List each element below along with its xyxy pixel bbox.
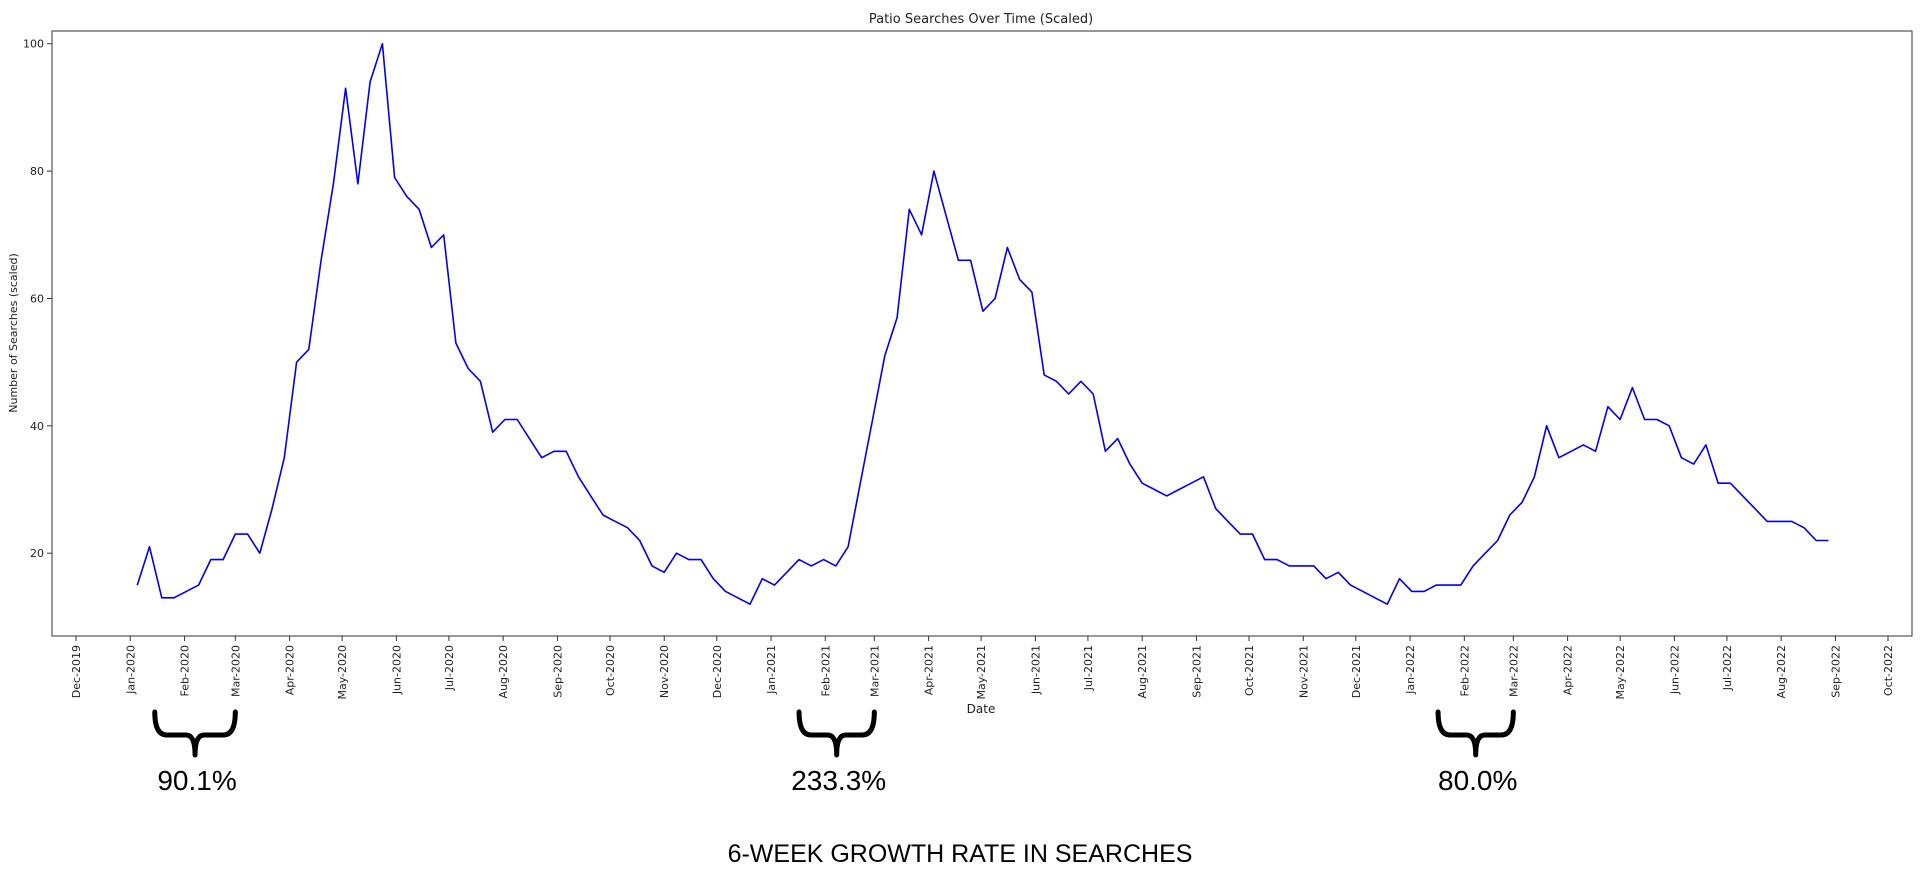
growth-brace: [796, 709, 877, 758]
x-tick-label: Oct-2022: [1882, 645, 1895, 696]
series-layer: [136, 42, 1829, 605]
y-tick-label: 20: [30, 547, 44, 560]
growth-rate-label: 90.1%: [157, 765, 237, 796]
x-tick-label: Sep-2021: [1190, 645, 1203, 698]
x-tick-label: Apr-2022: [1562, 645, 1575, 695]
growth-brace: [152, 709, 238, 758]
x-tick-label: Jul-2022: [1721, 645, 1734, 691]
growth-brace: [1435, 709, 1516, 758]
x-tick-label: May-2022: [1614, 645, 1627, 700]
x-tick-label: Apr-2021: [923, 645, 936, 695]
x-tick-label: Jun-2021: [1029, 645, 1042, 695]
y-tick-label: 40: [30, 420, 44, 433]
x-axis: Dec-2019 Jan-2020 Feb-2020 Mar-2020 Apr-2020…: [70, 636, 1895, 700]
growth-braces: [152, 709, 1516, 758]
x-tick-label: Jan-2020: [124, 645, 137, 695]
x-tick-label: Aug-2021: [1136, 645, 1149, 698]
x-tick-label: Aug-2020: [497, 645, 510, 698]
x-tick-label: Feb-2020: [179, 645, 192, 696]
series-line: [136, 42, 1829, 605]
x-tick-label: Apr-2020: [284, 645, 297, 695]
x-tick-label: Jul-2020: [443, 645, 456, 691]
x-tick-label: Oct-2021: [1243, 645, 1256, 696]
x-tick-label: Mar-2021: [868, 645, 881, 697]
x-tick-label: May-2020: [336, 645, 349, 700]
x-tick-label: Feb-2022: [1458, 645, 1471, 696]
x-axis-label: Date: [967, 702, 996, 716]
x-tick-label: Sep-2022: [1829, 645, 1842, 698]
x-tick-label: Jan-2021: [765, 645, 778, 695]
x-tick-label: Oct-2020: [604, 645, 617, 696]
x-tick-label: Jul-2021: [1082, 645, 1095, 691]
x-tick-label: Dec-2021: [1350, 645, 1363, 698]
x-tick-label: Jan-2022: [1404, 645, 1417, 695]
x-tick-label: Dec-2020: [711, 645, 724, 698]
y-tick-label: 80: [30, 165, 44, 178]
x-tick-label: Nov-2020: [658, 645, 671, 698]
x-tick-label: May-2021: [975, 645, 988, 700]
y-tick-label: 100: [23, 38, 44, 51]
chart-title: Patio Searches Over Time (Scaled): [869, 12, 1093, 27]
x-tick-label: Jun-2022: [1668, 645, 1681, 695]
growth-rate-label: 80.0%: [1438, 765, 1518, 796]
x-tick-label: Mar-2022: [1507, 645, 1520, 697]
y-tick-label: 60: [30, 292, 44, 305]
x-tick-label: Nov-2021: [1297, 645, 1310, 698]
x-tick-label: Aug-2022: [1775, 645, 1788, 698]
growth-rate-label: 233.3%: [791, 765, 887, 796]
x-tick-label: Sep-2020: [551, 645, 564, 698]
x-tick-label: Dec-2019: [70, 645, 83, 698]
x-tick-label: Jun-2020: [390, 645, 403, 695]
x-tick-label: Feb-2021: [819, 645, 832, 696]
y-axis-label: Number of Searches (scaled): [7, 253, 20, 412]
growth-caption: 6-WEEK GROWTH RATE IN SEARCHES: [727, 840, 1193, 868]
y-axis: 20 40 60 80 100: [23, 38, 52, 560]
x-tick-label: Mar-2020: [229, 645, 242, 697]
plot-area-frame: [51, 30, 1913, 637]
